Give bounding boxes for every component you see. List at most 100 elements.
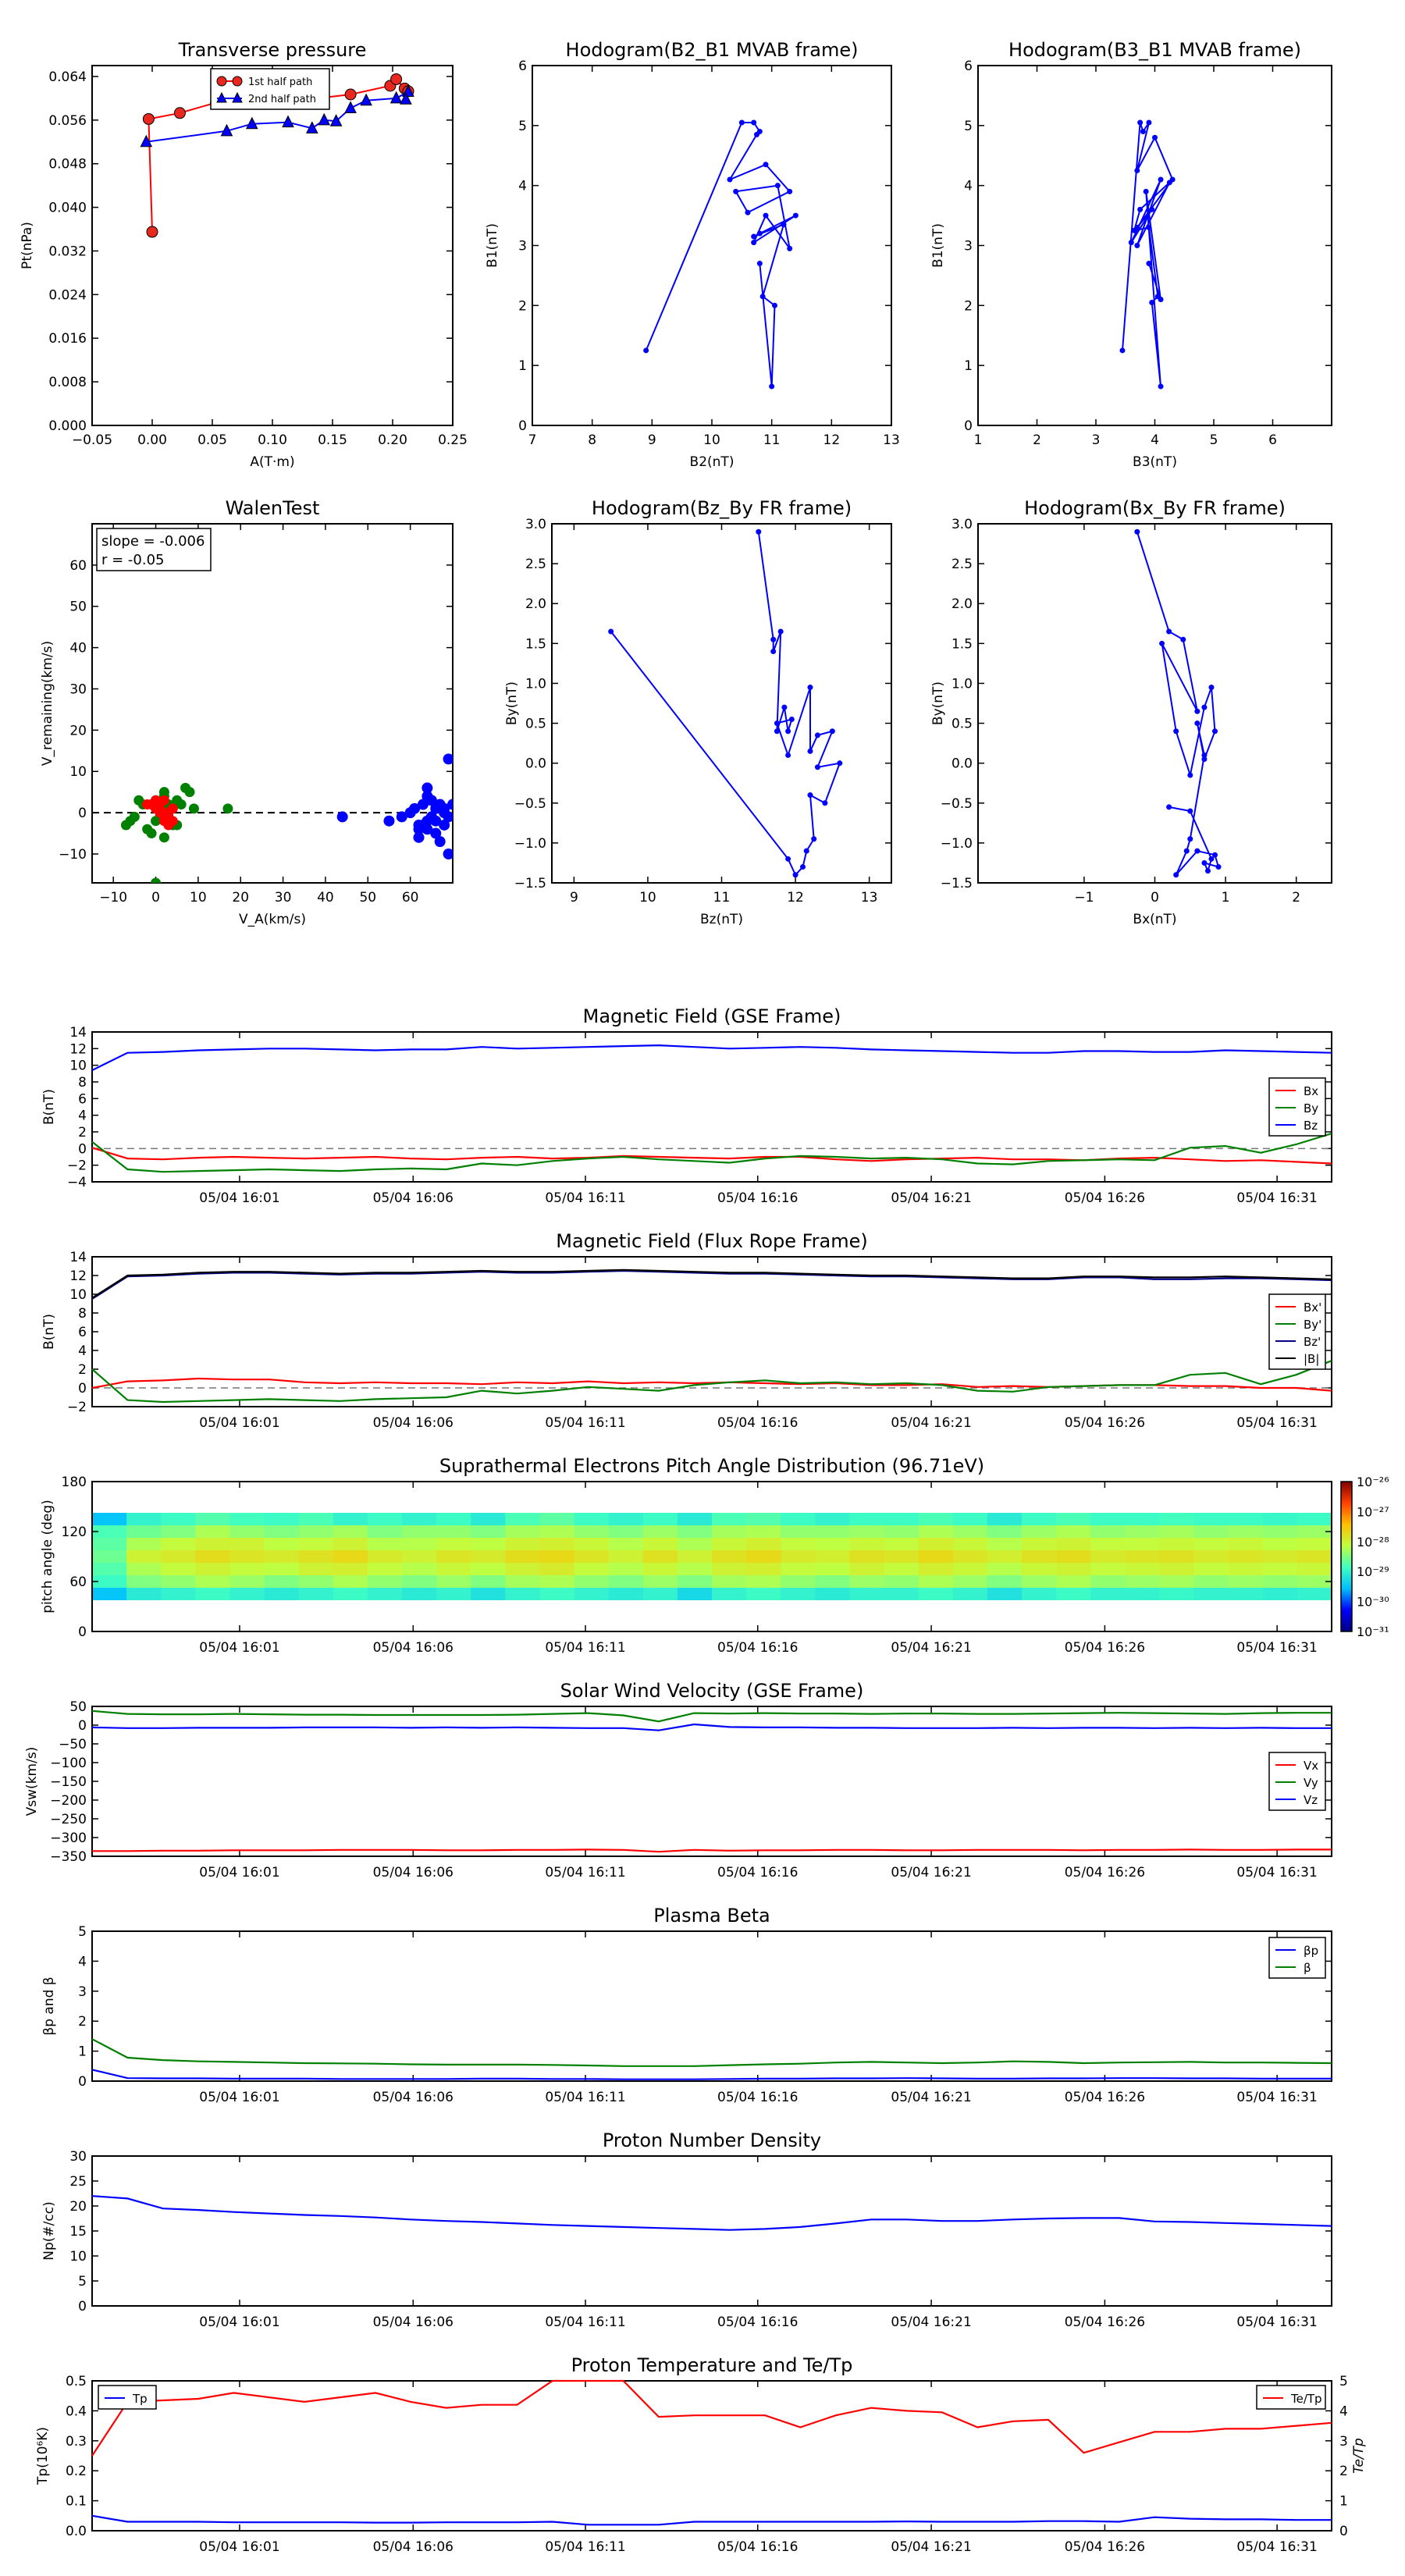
y-tick-label: 0.048 — [48, 157, 87, 173]
heatmap-cell — [229, 1575, 265, 1588]
scatter-point — [151, 816, 162, 827]
heatmap-cell — [229, 1588, 265, 1600]
y-tick-label: 0.1 — [66, 2494, 87, 2510]
data-point — [837, 760, 843, 767]
time-tick-label: 05/04 16:21 — [891, 2314, 971, 2330]
heatmap-cell — [1193, 1588, 1229, 1600]
chart-title: Transverse pressure — [178, 39, 367, 61]
data-point — [1187, 836, 1193, 842]
data-point — [787, 245, 793, 251]
heatmap-cell — [195, 1525, 231, 1538]
heatmap-cell — [195, 1575, 231, 1588]
data-point — [754, 131, 759, 137]
x-tick-label: 11 — [763, 432, 781, 448]
time-tick-label: 05/04 16:16 — [717, 1640, 798, 1656]
y-tick-label: 0 — [78, 1624, 87, 1640]
heatmap-cell — [1125, 1550, 1161, 1563]
heatmap-cell — [712, 1538, 747, 1550]
time-tick-label: 05/04 16:21 — [891, 1415, 971, 1431]
heatmap-cell — [505, 1563, 541, 1575]
walen-plot-area — [92, 753, 453, 883]
heatmap-cell — [781, 1563, 816, 1575]
heatmap-cell — [1297, 1575, 1332, 1588]
colorbar-tick-label: 10⁻²⁸ — [1357, 1535, 1389, 1550]
scatter-point — [434, 836, 446, 848]
time-tick-label: 05/04 16:16 — [717, 2090, 798, 2105]
y-tick-label: 6 — [964, 59, 973, 74]
y-tick-label: 0.0 — [66, 2524, 87, 2539]
time-tick-label: 05/04 16:11 — [545, 1415, 625, 1431]
heatmap-cell — [746, 1575, 782, 1588]
x-tick-label: 0.20 — [378, 432, 407, 448]
data-point — [146, 226, 158, 238]
heatmap-cell — [918, 1575, 954, 1588]
x-tick-label: 30 — [275, 890, 292, 906]
x-tick-label: 13 — [861, 890, 878, 906]
data-point-triangle — [360, 93, 372, 106]
y-tick-label: 2 — [518, 298, 527, 314]
y-axis-label: Np(#/cc) — [41, 2201, 57, 2260]
heatmap-cell — [1125, 1513, 1161, 1525]
heatmap-cell — [987, 1588, 1023, 1600]
heatmap-cell — [1228, 1588, 1264, 1600]
scatter-point — [430, 827, 442, 839]
heatmap-cell — [505, 1588, 541, 1600]
hodogram-b2-b1-panel: Hodogram(B2_B1 MVAB frame)7 8 9 10 11 12 13B2(… — [485, 39, 900, 470]
y-tick-label: 0 — [518, 418, 527, 434]
scatter-point — [142, 799, 153, 810]
heatmap-cell — [987, 1513, 1023, 1525]
data-point — [1134, 167, 1140, 173]
heatmap-cell — [402, 1513, 437, 1525]
heatmap-cell — [1159, 1550, 1195, 1563]
data-point — [777, 628, 784, 635]
y-tick-label: 0.000 — [48, 418, 87, 434]
scatter-point — [413, 831, 425, 843]
heatmap-cell — [746, 1538, 782, 1550]
y-tick-label: 20 — [69, 2199, 87, 2215]
heatmap-cell — [264, 1525, 300, 1538]
y-axis-label: B1(nT) — [930, 223, 946, 268]
x-tick-label: 11 — [713, 890, 731, 906]
heatmap-cell — [333, 1550, 368, 1563]
y-tick-label: 4 — [78, 1954, 87, 1969]
heatmap-cell — [298, 1588, 334, 1600]
heatmap-cell — [539, 1538, 575, 1550]
y-tick-label: 60 — [69, 558, 87, 574]
legend-label: βp — [1304, 1944, 1318, 1958]
heatmap-cell — [677, 1525, 713, 1538]
data-point — [1173, 728, 1179, 735]
scatter-point — [158, 787, 169, 798]
y-tick-label: 2 — [964, 298, 973, 314]
heatmap-cell — [1056, 1563, 1092, 1575]
heatmap-cell — [1228, 1513, 1264, 1525]
heatmap-cell — [539, 1575, 575, 1588]
x-tick-label: 0.10 — [258, 432, 287, 448]
heatmap-cell — [1090, 1525, 1126, 1538]
data-point — [142, 112, 155, 125]
y-axis-label: B(nT) — [41, 1314, 57, 1350]
y-tick-label: −100 — [50, 1756, 87, 1771]
heatmap-cell — [884, 1575, 919, 1588]
heatmap-cell — [952, 1588, 988, 1600]
y-tick-label: 2 — [78, 1125, 87, 1140]
heatmap-cell — [815, 1588, 851, 1600]
heatmap-cell — [229, 1538, 265, 1550]
y-tick-label: −300 — [50, 1831, 87, 1846]
data-point — [822, 800, 828, 806]
colorbar — [1340, 1481, 1353, 1632]
chart-title: Hodogram(B3_B1 MVAB frame) — [1008, 39, 1301, 61]
data-point — [1194, 720, 1200, 727]
heatmap-cell — [539, 1588, 575, 1600]
heatmap-cell — [918, 1525, 954, 1538]
heatmap-cell — [195, 1588, 231, 1600]
transverse-pressure-panel: Transverse pressure −0.05 0.00 0.05 0.10 0.15… — [20, 39, 468, 470]
heatmap-cell — [436, 1588, 472, 1600]
heatmap-cell — [505, 1513, 541, 1525]
heatmap-cell — [1193, 1575, 1229, 1588]
heatmap-cell — [333, 1575, 368, 1588]
series-line-Vy — [91, 1710, 1332, 1723]
y-axis-label: Pt(nPa) — [20, 222, 35, 269]
scatter-point — [184, 787, 195, 798]
time-tick-label: 05/04 16:26 — [1065, 1415, 1145, 1431]
time-tick-label: 05/04 16:31 — [1236, 1190, 1317, 1206]
